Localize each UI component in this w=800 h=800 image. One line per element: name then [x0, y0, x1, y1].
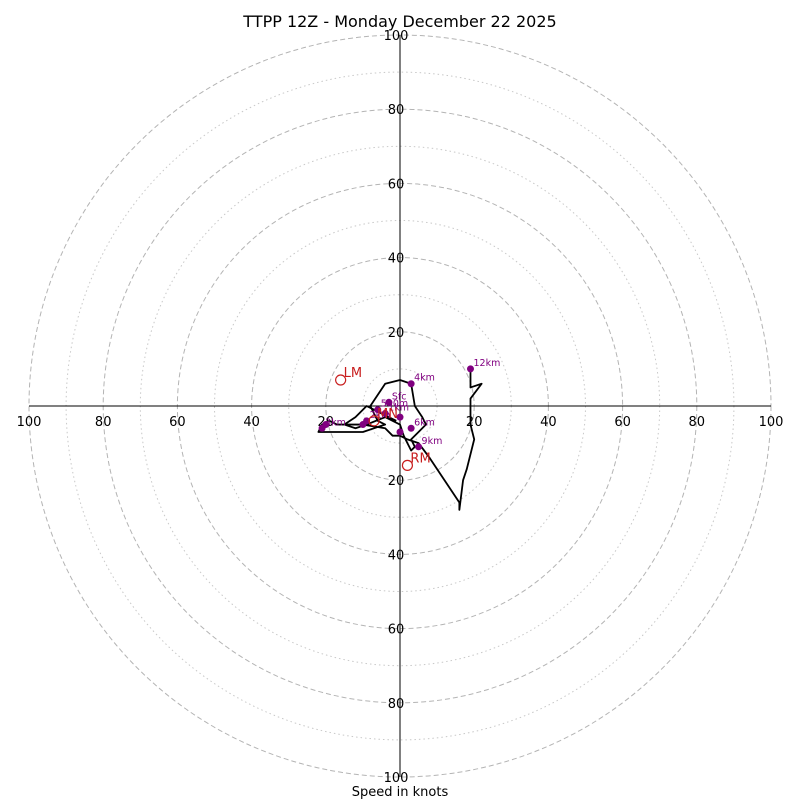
- y-tick-label: 60: [388, 623, 405, 638]
- height-marker: [381, 409, 389, 417]
- y-tick-label: 40: [388, 548, 405, 563]
- axes: [29, 35, 771, 777]
- y-tick-label: 20: [388, 474, 405, 489]
- height-marker: [407, 380, 415, 388]
- y-tick-label: 80: [388, 103, 405, 118]
- y-tick-label: 40: [388, 252, 405, 267]
- height-label: 1km: [388, 402, 409, 413]
- x-tick-label: 80: [95, 415, 112, 430]
- height-marker: [407, 424, 415, 432]
- x-tick-label: 60: [614, 415, 631, 430]
- x-tick-label: 60: [169, 415, 186, 430]
- y-tick-label: 20: [388, 326, 405, 341]
- storm-motion-marker: [401, 459, 414, 471]
- storm-motion-label: RM: [410, 451, 430, 466]
- y-tick-label: 100: [384, 771, 409, 786]
- x-tick-label: 100: [17, 415, 42, 430]
- chart-title: TTPP 12Z - Monday December 22 2025: [242, 12, 556, 31]
- storm-motion-marker: [368, 415, 380, 427]
- height-marker: [396, 428, 404, 436]
- height-label: 12km: [473, 358, 500, 369]
- height-label: 4km: [414, 373, 435, 384]
- height-marker: [359, 421, 367, 429]
- x-axis-label: Speed in knots: [352, 785, 449, 800]
- height-label: 2km: [370, 410, 391, 421]
- height-marker: [466, 365, 474, 373]
- x-tick-label: 80: [689, 415, 706, 430]
- x-tick-label: 100: [759, 415, 784, 430]
- height-marker: [322, 421, 330, 429]
- y-tick-label: 80: [388, 697, 405, 712]
- height-marker: [374, 406, 382, 414]
- storm-motion-marker: [335, 374, 347, 386]
- storm-motion-label: MN: [377, 407, 398, 422]
- tick-labels: 1008060402020406080100100806040202040608…: [17, 29, 784, 786]
- storm-motion-label: LM: [344, 366, 362, 381]
- x-tick-label: 40: [243, 415, 260, 430]
- height-marker: [385, 398, 393, 406]
- height-label: 3km: [325, 417, 346, 428]
- height-marker: [415, 443, 423, 451]
- storm-motions: LM RM MN: [335, 366, 431, 471]
- height-label: 500m: [381, 399, 408, 410]
- height-label: 6km: [414, 417, 435, 428]
- height-label: 9km: [422, 436, 443, 447]
- height-marker: [396, 413, 404, 421]
- y-tick-label: 100: [384, 29, 409, 44]
- x-tick-label: 40: [540, 415, 557, 430]
- y-tick-label: 60: [388, 177, 405, 192]
- x-tick-label: 20: [466, 415, 483, 430]
- height-label: Sfc: [392, 391, 407, 402]
